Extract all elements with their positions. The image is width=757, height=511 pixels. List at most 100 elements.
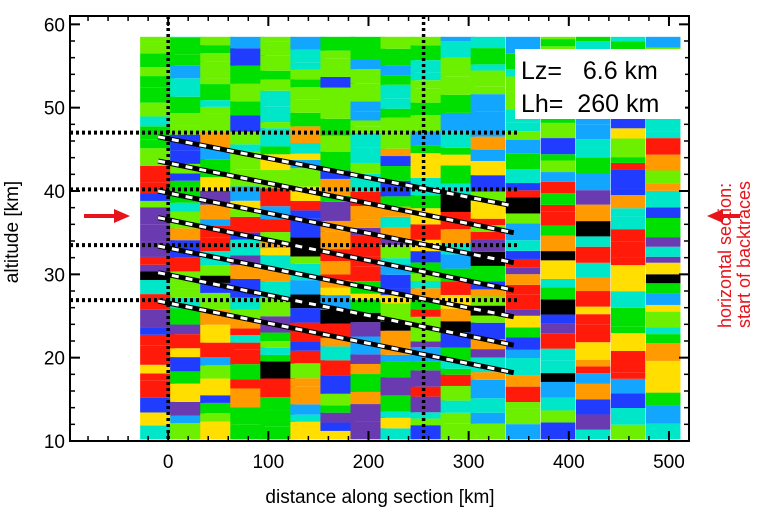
heatmap-cell — [645, 334, 681, 344]
heatmap-cell — [170, 202, 205, 212]
heatmap-cell — [230, 255, 265, 266]
heatmap-cell — [350, 266, 385, 282]
phase-line — [157, 270, 515, 348]
heatmap-column — [410, 36, 446, 440]
heatmap-cell — [610, 393, 646, 408]
heatmap-cell — [610, 229, 646, 242]
heatmap-cell — [320, 412, 355, 423]
heatmap-cell — [380, 395, 416, 412]
heatmap-cell — [140, 116, 175, 127]
heatmap-cell — [610, 257, 646, 266]
heatmap-cell — [470, 70, 506, 87]
heatmap-cell — [200, 402, 235, 414]
heatmap-cell — [140, 380, 175, 398]
heatmap-cell — [320, 104, 355, 119]
heatmap-cell — [200, 78, 235, 85]
heatmap-cell — [440, 374, 476, 386]
heatmap-cell — [575, 399, 611, 415]
heatmap-cell — [200, 53, 235, 62]
heatmap-cell — [230, 131, 265, 145]
heatmap-cell — [540, 397, 576, 411]
heatmap-cell — [410, 341, 446, 348]
heatmap-cell — [470, 36, 506, 49]
heatmap-cell — [410, 115, 446, 132]
heatmap-cell — [350, 83, 385, 102]
heatmap-cell — [140, 182, 175, 194]
heatmap-cell — [140, 334, 175, 346]
y-axis-title: altitude [km] — [2, 181, 23, 283]
heatmap-cell — [290, 404, 325, 415]
heatmap-cell — [410, 273, 446, 282]
heatmap-cell — [505, 358, 541, 376]
heatmap-cell — [645, 138, 681, 155]
heatmap-column — [380, 36, 416, 440]
heatmap-cell — [380, 238, 416, 245]
heatmap-cell — [230, 297, 265, 310]
heatmap-cell — [505, 375, 541, 387]
heatmap-cell — [290, 168, 325, 187]
heatmap-cell — [645, 405, 681, 424]
heatmap-cell — [230, 349, 265, 365]
heatmap-cell — [200, 395, 235, 403]
heatmap-cell — [140, 256, 175, 265]
heatmap-cell — [350, 421, 385, 440]
heatmap-cell — [610, 333, 646, 352]
heatmap-cell — [260, 90, 295, 107]
heatmap-cell — [260, 188, 295, 207]
heatmap-cell — [505, 131, 541, 140]
heatmap-cell — [410, 60, 446, 73]
heatmap-cell — [575, 262, 611, 278]
heatmap-cell — [540, 181, 576, 194]
heatmap-cell — [610, 157, 646, 163]
heatmap-cell — [200, 357, 235, 366]
heatmap-cell — [645, 237, 681, 247]
heatmap-cell — [350, 36, 385, 44]
heatmap-cell — [440, 360, 476, 369]
heatmap-cell — [505, 122, 541, 132]
heatmap-cell — [610, 128, 646, 139]
heatmap-cell — [410, 309, 446, 317]
heatmap-cell — [350, 322, 385, 337]
heatmap-cell — [230, 200, 265, 210]
heatmap-cell — [575, 342, 611, 360]
heatmap-cell — [230, 83, 265, 102]
heatmap-cell — [610, 408, 646, 425]
heatmap-cell — [170, 288, 205, 298]
heatmap-cell — [290, 386, 325, 405]
heatmap-cell — [505, 424, 541, 440]
heatmap-cell — [230, 364, 265, 380]
heatmap-cell — [260, 122, 295, 129]
heatmap-cell — [440, 165, 476, 184]
heatmap-cell — [575, 139, 611, 158]
heatmap-cell — [440, 423, 476, 440]
heatmap-cell — [540, 225, 576, 236]
heatmap-cell — [320, 170, 355, 179]
heatmap-cell — [200, 219, 235, 226]
heatmap-cell — [230, 48, 265, 66]
heatmap-cell — [645, 262, 681, 275]
heatmap-cell — [410, 396, 446, 413]
right-label-line1: horizontal section: — [715, 183, 735, 328]
heatmap-cell — [380, 330, 416, 343]
heatmap-cell — [505, 258, 541, 268]
heatmap-cell — [470, 86, 506, 95]
heatmap-cell — [380, 258, 416, 265]
heatmap-cell — [350, 374, 385, 392]
heatmap-cell — [575, 41, 611, 52]
heatmap-cell — [505, 337, 541, 350]
heatmap-cell — [410, 299, 446, 310]
heatmap-cell — [410, 386, 446, 397]
heatmap-cell — [410, 251, 446, 263]
heatmap-cell — [170, 297, 205, 309]
heatmap-cell — [200, 342, 235, 358]
heatmap-cell — [140, 373, 175, 381]
heatmap-cell — [610, 291, 646, 308]
heatmap-cell — [380, 84, 416, 99]
heatmap-cell — [645, 183, 681, 191]
heatmap-cell — [350, 69, 385, 84]
heatmap-cell — [440, 154, 476, 166]
y-tick-label: 60 — [44, 15, 65, 36]
heatmap-cell — [505, 153, 541, 170]
heatmap-cell — [380, 36, 416, 49]
